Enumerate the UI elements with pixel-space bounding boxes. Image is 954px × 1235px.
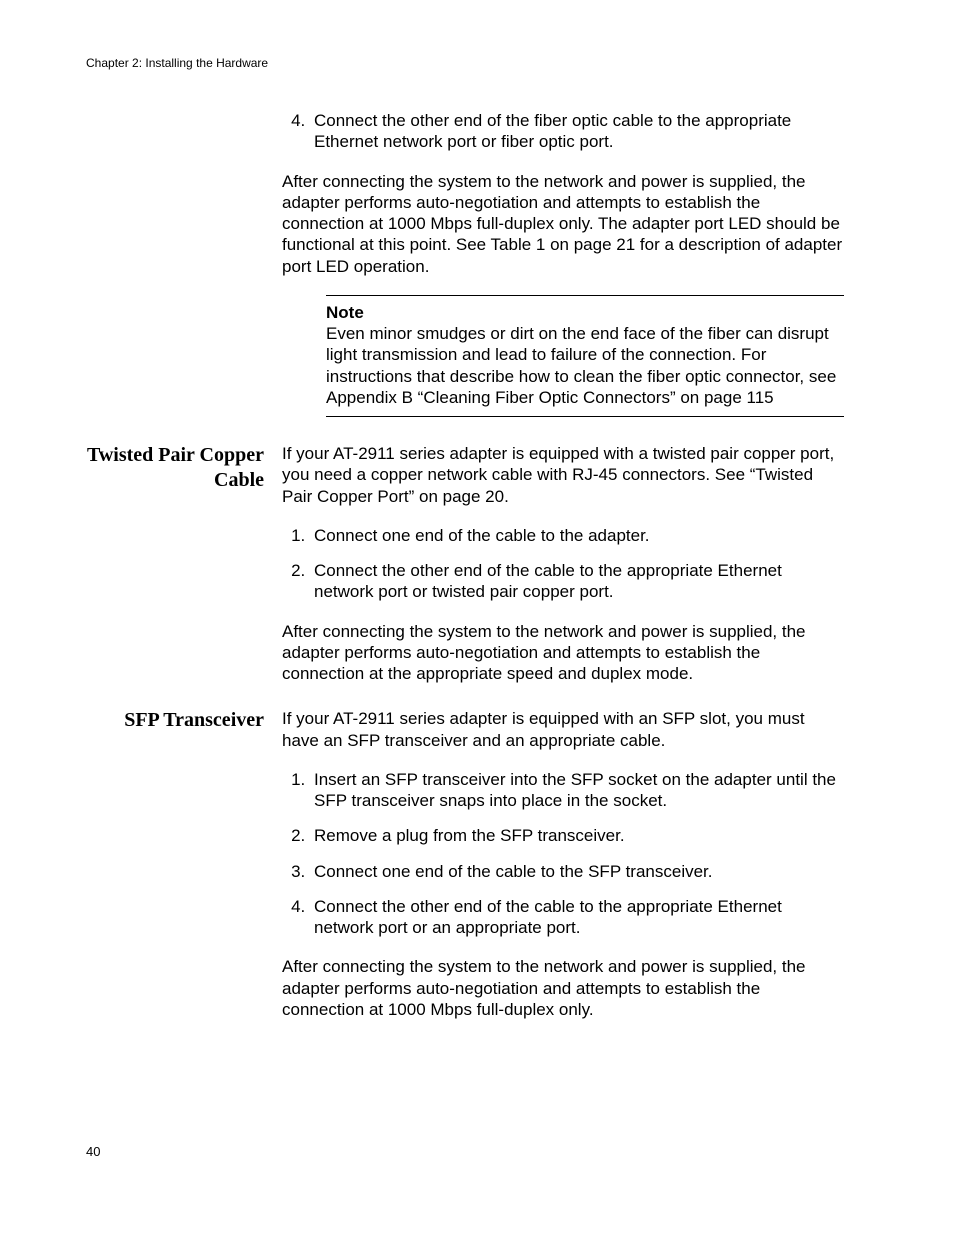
list-item: Connect the other end of the cable to th… [310, 896, 844, 939]
list-item: Connect the other end of the fiber optic… [310, 110, 844, 153]
list-item: Insert an SFP transceiver into the SFP s… [310, 769, 844, 812]
copper-intro: If your AT-2911 series adapter is equipp… [282, 443, 844, 507]
list-item: Connect one end of the cable to the adap… [310, 525, 844, 546]
copper-step-list: Connect one end of the cable to the adap… [282, 525, 844, 603]
list-item: Remove a plug from the SFP transceiver. [310, 825, 844, 846]
list-item: Connect one end of the cable to the SFP … [310, 861, 844, 882]
page-number: 40 [86, 1144, 100, 1160]
section-fiber-continued: Connect the other end of the fiber optic… [86, 110, 844, 443]
section-sfp: SFP Transceiver If your AT-2911 series a… [86, 708, 844, 1038]
side-heading-sfp: SFP Transceiver [86, 708, 282, 733]
sfp-intro: If your AT-2911 series adapter is equipp… [282, 708, 844, 751]
list-item: Connect the other end of the cable to th… [310, 560, 844, 603]
fiber-step-list: Connect the other end of the fiber optic… [282, 110, 844, 153]
note-box: Note Even minor smudges or dirt on the e… [326, 295, 844, 417]
side-heading-copper: Twisted Pair Copper Cable [86, 443, 282, 493]
copper-after-paragraph: After connecting the system to the netwo… [282, 621, 844, 685]
fiber-after-paragraph: After connecting the system to the netwo… [282, 171, 844, 277]
copper-body: If your AT-2911 series adapter is equipp… [282, 443, 844, 702]
page: Chapter 2: Installing the Hardware Conne… [0, 0, 954, 1235]
page-content: Connect the other end of the fiber optic… [86, 110, 844, 1038]
chapter-header: Chapter 2: Installing the Hardware [86, 56, 268, 71]
note-title: Note [326, 302, 844, 323]
section-copper: Twisted Pair Copper Cable If your AT-291… [86, 443, 844, 702]
sfp-step-list: Insert an SFP transceiver into the SFP s… [282, 769, 844, 939]
sfp-after-paragraph: After connecting the system to the netwo… [282, 956, 844, 1020]
sfp-body: If your AT-2911 series adapter is equipp… [282, 708, 844, 1038]
note-body: Even minor smudges or dirt on the end fa… [326, 323, 844, 408]
fiber-body: Connect the other end of the fiber optic… [282, 110, 844, 443]
